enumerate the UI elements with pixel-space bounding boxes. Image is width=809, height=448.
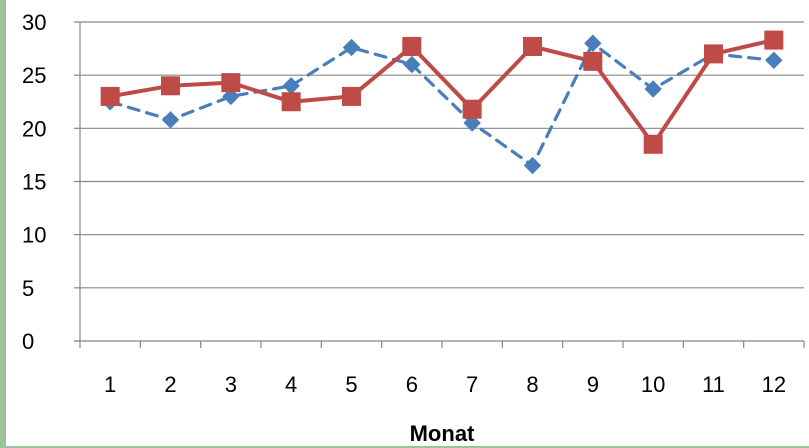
x-tick-label-6: 6 — [406, 372, 418, 397]
y-tick-label-20: 20 — [22, 116, 46, 141]
series-2-point-8 — [523, 36, 542, 56]
x-tick-label-11: 11 — [702, 372, 725, 397]
x-tick-label-1: 1 — [104, 372, 116, 397]
series-2-point-4 — [281, 92, 301, 112]
series-1-point-3 — [222, 87, 240, 106]
series-1-point-7 — [463, 114, 481, 132]
series-1-point-10 — [644, 80, 662, 98]
series-1-point-2 — [161, 111, 180, 129]
series-1-point-9 — [584, 34, 602, 52]
series-lines — [108, 38, 776, 168]
x-axis-title: Monat — [410, 421, 475, 446]
x-tick-label-8: 8 — [526, 372, 538, 397]
y-tick-label-10: 10 — [22, 223, 46, 248]
x-tick-label-9: 9 — [587, 372, 599, 397]
x-tick-label-4: 4 — [285, 372, 297, 397]
series-1-point-8 — [523, 156, 542, 175]
series-2-point-2 — [161, 76, 180, 96]
series-1-point-6 — [403, 55, 421, 74]
y-tick-label-30: 30 — [22, 10, 46, 35]
x-tick-label-5: 5 — [345, 372, 357, 397]
axes — [74, 21, 805, 348]
gridlines — [80, 21, 804, 289]
x-tick-labels: 1 2 3 4 5 6 7 8 9 10 11 12 — [104, 372, 786, 397]
x-tick-label-12: 12 — [762, 372, 786, 397]
series-2-point-7 — [462, 99, 482, 119]
y-tick-label-5: 5 — [22, 276, 34, 301]
series-1-line — [108, 41, 776, 168]
series-2-point-1 — [100, 86, 120, 106]
series-2-point-11 — [704, 44, 723, 64]
series-2-line — [108, 38, 776, 147]
series-2-point-5 — [342, 86, 361, 106]
series-1-point-4 — [282, 77, 300, 95]
series-2-point-10 — [643, 134, 663, 154]
x-tick-label-10: 10 — [641, 372, 665, 397]
y-tick-label-15: 15 — [22, 170, 46, 195]
x-tick-label-2: 2 — [164, 372, 176, 397]
y-tick-label-25: 25 — [22, 63, 46, 88]
series-2-point-12 — [764, 30, 784, 50]
x-tick-label-3: 3 — [225, 372, 237, 397]
series-2-point-9 — [583, 51, 603, 71]
series-1-point-5 — [342, 38, 361, 57]
y-tick-label-0: 0 — [22, 329, 34, 354]
series-1-point-12 — [765, 51, 783, 69]
y-tick-labels: 0 5 10 15 20 25 30 — [22, 10, 46, 354]
x-tick-label-7: 7 — [466, 372, 478, 397]
series-markers — [100, 30, 784, 175]
series-2-point-3 — [221, 73, 241, 93]
series-2-point-6 — [402, 36, 422, 56]
